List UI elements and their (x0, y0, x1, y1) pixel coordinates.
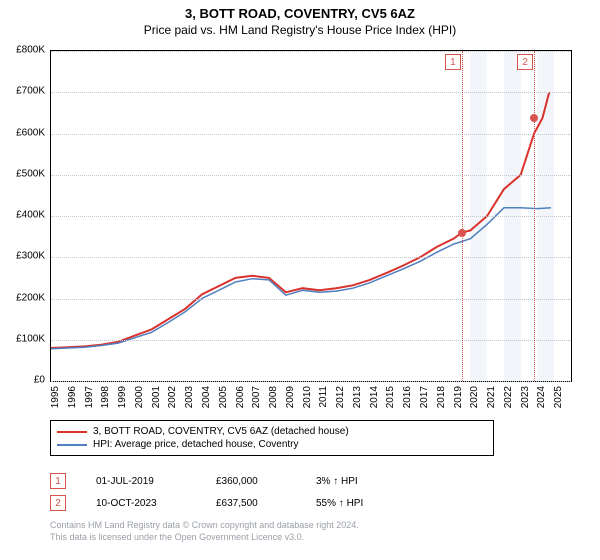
page-title: 3, BOTT ROAD, COVENTRY, CV5 6AZ (0, 0, 600, 21)
x-tick-label: 2020 (469, 386, 480, 408)
marker-label-box: 2 (517, 54, 533, 70)
footer-line-2: This data is licensed under the Open Gov… (50, 532, 359, 544)
y-tick-label: £800K (16, 45, 45, 56)
marker-line (462, 51, 463, 381)
sale-row: 2 10-OCT-2023 £637,500 55% ↑ HPI (50, 492, 363, 514)
x-tick-label: 2003 (184, 386, 195, 408)
y-tick-label: £400K (16, 210, 45, 221)
sale-marker-box: 2 (50, 495, 66, 511)
y-tick-label: £0 (34, 375, 45, 386)
sale-price: £360,000 (216, 476, 286, 487)
x-tick-label: 2017 (419, 386, 430, 408)
x-tick-label: 1995 (50, 386, 61, 408)
x-tick-label: 2025 (553, 386, 564, 408)
y-tick-label: £300K (16, 251, 45, 262)
x-tick-label: 2016 (402, 386, 413, 408)
x-tick-label: 2009 (285, 386, 296, 408)
sale-row: 1 01-JUL-2019 £360,000 3% ↑ HPI (50, 470, 363, 492)
y-tick-label: £500K (16, 168, 45, 179)
legend-box: 3, BOTT ROAD, COVENTRY, CV5 6AZ (detache… (50, 420, 494, 456)
grid-line (51, 216, 571, 217)
y-tick-label: £700K (16, 86, 45, 97)
x-tick-label: 2005 (218, 386, 229, 408)
grid-line (51, 134, 571, 135)
y-tick-label: £200K (16, 292, 45, 303)
x-tick-label: 2019 (453, 386, 464, 408)
x-tick-label: 2006 (235, 386, 246, 408)
legend-swatch (57, 444, 87, 446)
footer-text: Contains HM Land Registry data © Crown c… (50, 520, 359, 543)
x-tick-label: 2002 (167, 386, 178, 408)
x-tick-label: 2014 (369, 386, 380, 408)
grid-line (51, 175, 571, 176)
legend-label: 3, BOTT ROAD, COVENTRY, CV5 6AZ (detache… (93, 426, 349, 437)
x-tick-label: 2000 (134, 386, 145, 408)
x-tick-label: 2004 (201, 386, 212, 408)
x-tick-label: 2018 (436, 386, 447, 408)
legend-row: 3, BOTT ROAD, COVENTRY, CV5 6AZ (detache… (57, 425, 487, 438)
grid-line (51, 381, 571, 382)
sale-date: 10-OCT-2023 (96, 498, 186, 509)
legend-swatch (57, 431, 87, 433)
x-tick-label: 2023 (520, 386, 531, 408)
grid-line (51, 92, 571, 93)
x-tick-label: 1999 (117, 386, 128, 408)
x-tick-label: 1997 (84, 386, 95, 408)
marker-line (534, 51, 535, 381)
legend-row: HPI: Average price, detached house, Cove… (57, 438, 487, 451)
x-tick-label: 2013 (352, 386, 363, 408)
x-tick-label: 1996 (67, 386, 78, 408)
grid-line (51, 257, 571, 258)
chart-plot-area (50, 50, 572, 382)
x-tick-label: 2015 (385, 386, 396, 408)
marker-label-box: 1 (445, 54, 461, 70)
x-tick-label: 2011 (318, 386, 329, 408)
x-tick-label: 1998 (100, 386, 111, 408)
grid-line (51, 299, 571, 300)
sale-date: 01-JUL-2019 (96, 476, 186, 487)
x-tick-label: 2021 (486, 386, 497, 408)
series-line (51, 92, 549, 348)
sales-table: 1 01-JUL-2019 £360,000 3% ↑ HPI 2 10-OCT-2023… (50, 470, 363, 514)
grid-line (51, 51, 571, 52)
sale-marker-box: 1 (50, 473, 66, 489)
marker-point (530, 114, 538, 122)
grid-line (51, 340, 571, 341)
arrow-up-icon: ↑ (333, 476, 338, 487)
sale-delta: 55% ↑ HPI (316, 498, 363, 509)
marker-point (458, 229, 466, 237)
x-tick-label: 2022 (503, 386, 514, 408)
x-tick-label: 2001 (151, 386, 162, 408)
y-tick-label: £600K (16, 127, 45, 138)
series-line (51, 208, 551, 349)
footer-line-1: Contains HM Land Registry data © Crown c… (50, 520, 359, 532)
x-tick-label: 2008 (268, 386, 279, 408)
sale-price: £637,500 (216, 498, 286, 509)
x-tick-label: 2012 (335, 386, 346, 408)
y-tick-label: £100K (16, 333, 45, 344)
sale-delta: 3% ↑ HPI (316, 476, 358, 487)
page-subtitle: Price paid vs. HM Land Registry's House … (0, 21, 600, 41)
x-tick-label: 2010 (302, 386, 313, 408)
x-tick-label: 2007 (251, 386, 262, 408)
arrow-up-icon: ↑ (339, 498, 344, 509)
legend-label: HPI: Average price, detached house, Cove… (93, 439, 299, 450)
x-tick-label: 2024 (536, 386, 547, 408)
